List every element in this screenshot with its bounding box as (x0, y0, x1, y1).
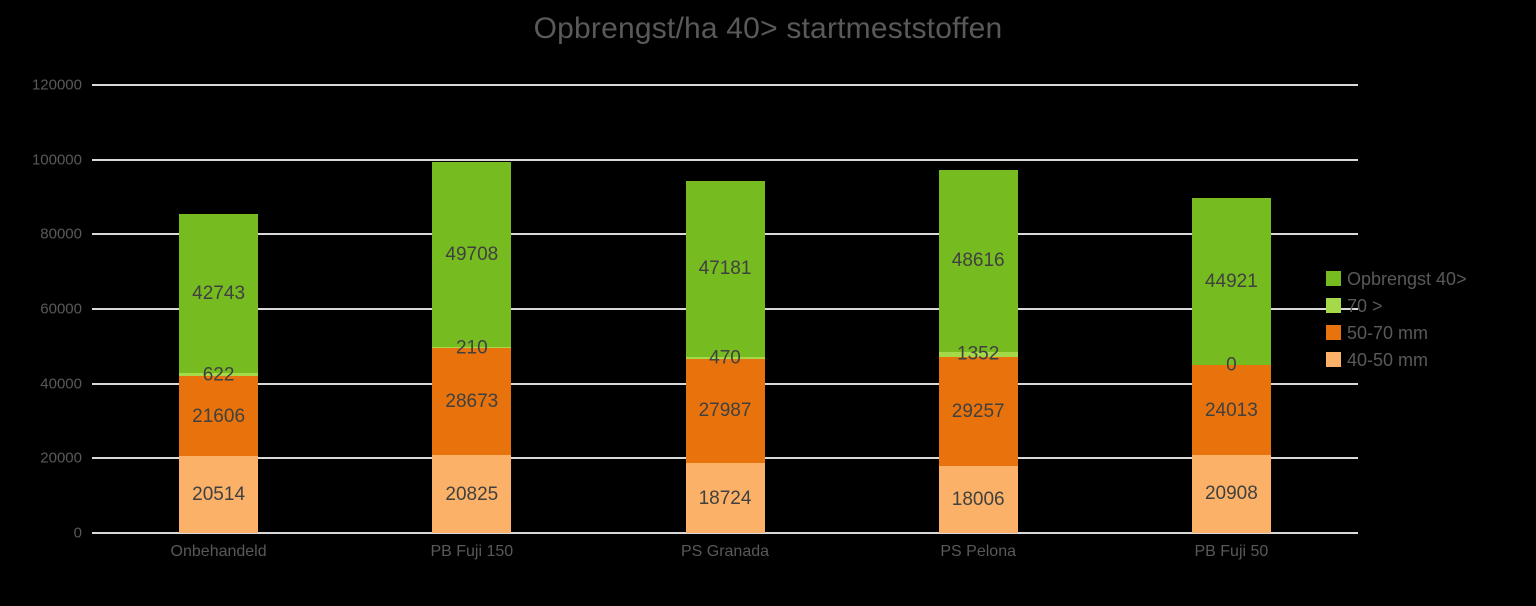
bar-value-label: 18006 (951, 488, 1005, 510)
bar-value-label: 42743 (192, 283, 246, 305)
bar-value-label: 29257 (951, 400, 1005, 422)
gridline (92, 158, 1358, 161)
bar-value-label: 20908 (1204, 483, 1258, 505)
bar-stack[interactable]: 44921 0 24013 20908 (1191, 197, 1271, 533)
bar-value-label: 49708 (445, 244, 499, 266)
bar-stack[interactable]: 42743 622 21606 20514 (179, 213, 259, 533)
bar-segment[interactable]: 18006 (938, 465, 1018, 533)
bar-segment[interactable]: 48616 (938, 170, 1018, 352)
legend-swatch (1326, 325, 1341, 340)
bar-segment[interactable]: 49708 (432, 161, 512, 348)
bar-segment[interactable]: 29257 (938, 356, 1018, 466)
bar-value-label: 47181 (698, 258, 752, 280)
gridline (92, 532, 1358, 534)
x-tick-label: Onbehandeld (170, 543, 267, 560)
bar-value-label: 1352 (957, 343, 1000, 365)
bar-segment[interactable]: 42743 (179, 213, 259, 374)
bar-segment[interactable]: 622 (179, 365, 259, 384)
bar-value-label: 470 (709, 347, 741, 369)
bar-segment[interactable]: 18724 (685, 463, 765, 533)
legend-swatch (1326, 298, 1341, 313)
legend-item[interactable]: 50-70 mm (1326, 319, 1526, 346)
legend-swatch (1326, 352, 1341, 367)
bar-value-label: 18724 (698, 487, 752, 509)
bar-value-label: 20825 (445, 483, 499, 505)
y-tick-label: 120000 (31, 76, 82, 94)
x-tick-label: PS Granada (680, 543, 770, 560)
bar-value-label: 210 (455, 337, 488, 359)
bar-value-label: 20514 (192, 484, 246, 506)
legend-item[interactable]: 40-50 mm (1326, 346, 1526, 373)
x-tick-label: PS Pelona (940, 543, 1016, 560)
bar-value-label: 27987 (698, 400, 752, 422)
bar-segment[interactable]: 44921 (1191, 197, 1271, 366)
plot-area: 42743 622 21606 20514 49708 210 28673 20825 4718… (92, 84, 1358, 534)
bar-value-label: 622 (202, 364, 235, 386)
y-tick-label: 80000 (40, 225, 82, 243)
bar-value-label: 28673 (445, 391, 499, 413)
bar-segment[interactable]: 27987 (685, 358, 765, 464)
bar-stack[interactable]: 49708 210 28673 20825 (432, 161, 512, 533)
bar-segment[interactable]: 20908 (1191, 454, 1271, 533)
legend-item[interactable]: 70 > (1326, 292, 1526, 319)
x-tick-label: PB Fuji 150 (430, 543, 514, 560)
bar-value-label: 0 (1226, 354, 1237, 376)
bar-segment[interactable]: 20514 (179, 456, 259, 533)
gridline (92, 84, 1358, 86)
y-tick-label: 60000 (40, 300, 82, 318)
chart-title: Opbrengst/ha 40> startmeststoffen (533, 12, 1003, 45)
legend-label: 40-50 mm (1347, 349, 1429, 370)
bar-value-label: 24013 (1204, 399, 1258, 421)
bar-segment[interactable]: 210 (432, 338, 512, 357)
legend-label: 50-70 mm (1347, 322, 1429, 343)
y-axis: 120000 100000 80000 60000 40000 20000 0 (0, 77, 82, 542)
bar-segment[interactable]: 47181 (685, 180, 765, 357)
bar-segment[interactable]: 20825 (432, 455, 512, 533)
bar-stack[interactable]: 48616 1352 29257 18006 (938, 170, 1018, 533)
legend-label: 70 > (1347, 295, 1383, 316)
y-tick-label: 40000 (40, 375, 82, 393)
bar-stack[interactable]: 47181 470 27987 18724 (685, 180, 765, 533)
bar-value-label: 48616 (951, 250, 1005, 272)
legend-label: Opbrengst 40> (1347, 268, 1467, 289)
bar-segment[interactable]: 470 (685, 348, 765, 367)
legend-swatch (1326, 271, 1341, 286)
x-tick-label: PB Fuji 50 (1194, 543, 1269, 560)
bar-segment[interactable]: 1352 (938, 345, 1018, 364)
bar-value-label: 21606 (192, 405, 246, 427)
x-axis: Onbehandeld PB Fuji 150 PS Granada PS Pelon… (92, 543, 1358, 569)
legend-item[interactable]: Opbrengst 40> (1326, 265, 1526, 292)
bar-value-label: 44921 (1204, 270, 1258, 292)
bar-segment[interactable]: 28673 (432, 348, 512, 456)
y-tick-label: 20000 (40, 449, 82, 467)
bar-segment[interactable]: 21606 (179, 375, 259, 457)
y-tick-label: 100000 (31, 151, 82, 169)
y-tick-label: 0 (73, 524, 82, 542)
legend: Opbrengst 40> 70 > 50-70 mm 40-50 mm (1326, 265, 1526, 373)
bar-segment[interactable]: 24013 (1191, 365, 1271, 455)
